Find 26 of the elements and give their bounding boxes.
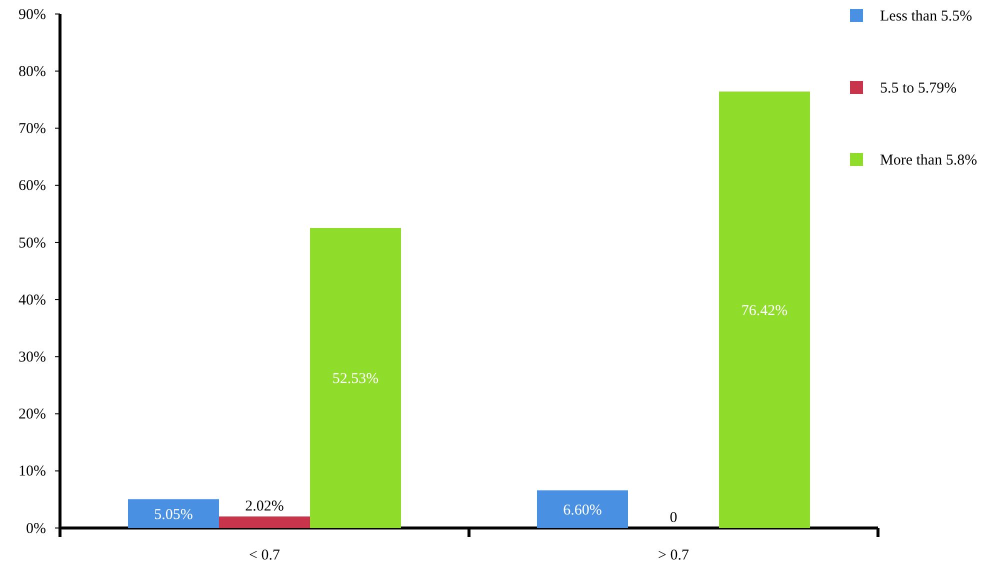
y-tick-label: 20% [18,406,46,423]
y-tick-label: 0% [26,520,46,537]
bar [719,92,810,528]
x-tick-label: < 0.7 [249,548,280,564]
data-label: 76.42% [741,303,788,320]
y-tick-label: 10% [18,464,46,480]
y-tick-label: 50% [18,235,46,252]
bar [219,516,310,528]
y-tick-label: 90% [18,6,46,23]
data-label: 6.60% [563,502,602,518]
y-tick-label: 40% [18,292,46,308]
y-tick-label: 30% [18,349,46,366]
bar [537,490,628,528]
legend-label: 5.5 to 5.79% [880,80,957,96]
y-tick-label: 70% [18,121,46,138]
bar [128,499,219,528]
x-tick-label: > 0.7 [658,548,690,564]
data-label: 0 [670,510,678,526]
data-label: 2.02% [245,498,284,514]
y-tick-label: 80% [18,64,46,80]
legend-label: More than 5.8% [880,152,978,168]
legend-label: Less than 5.5% [880,8,972,24]
bar [310,228,401,528]
data-label: 52.53% [332,371,379,388]
data-label: 5.05% [154,506,193,523]
y-tick-label: 60% [18,178,46,194]
